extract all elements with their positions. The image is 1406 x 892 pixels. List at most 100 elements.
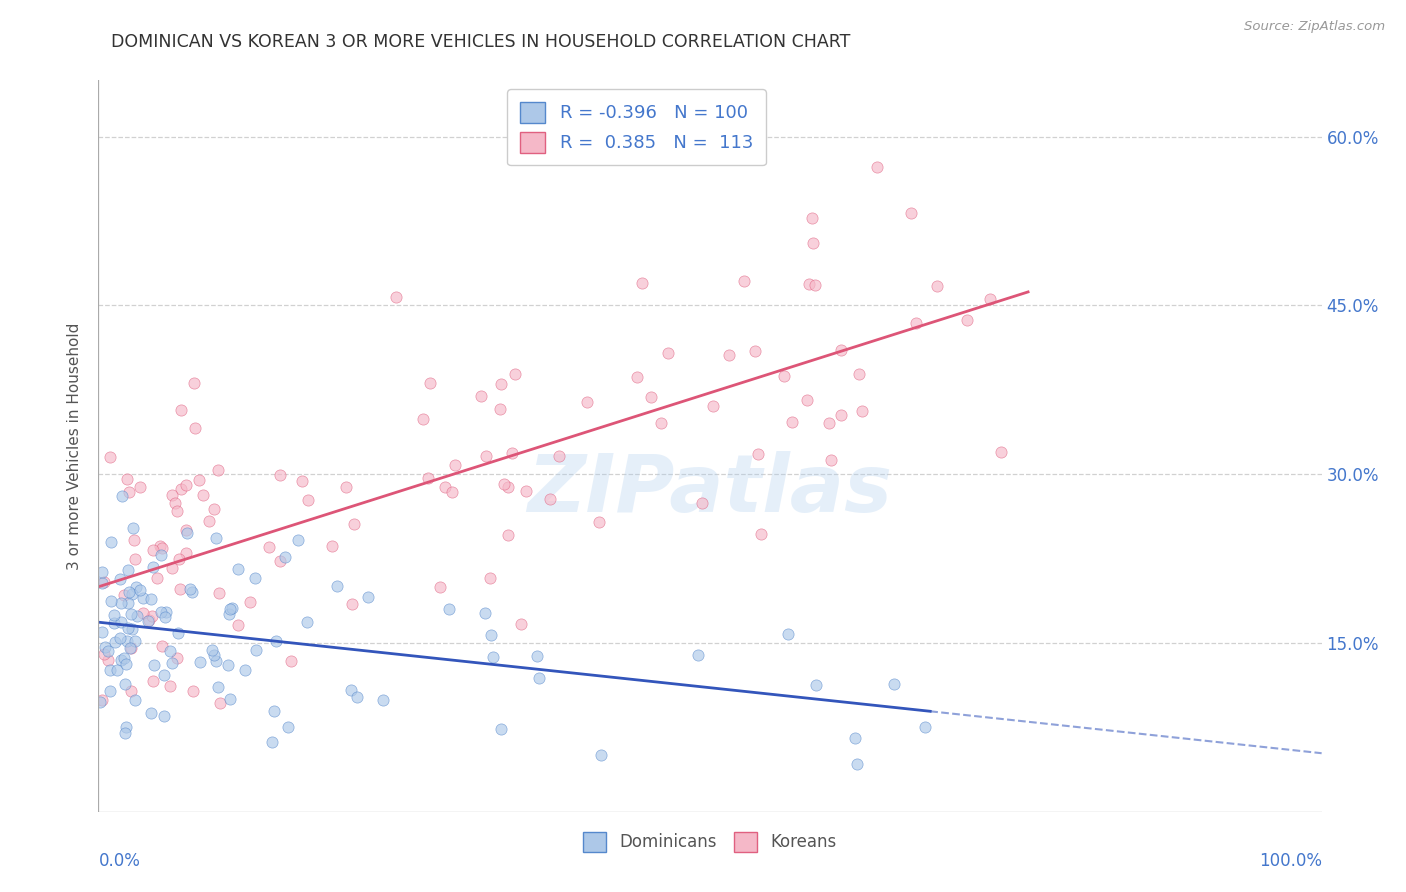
Point <box>228 618 250 632</box>
Point <box>150 541 173 555</box>
Point <box>219 602 242 616</box>
Point <box>744 344 766 359</box>
Point <box>747 447 769 461</box>
Point <box>152 708 174 723</box>
Point <box>257 540 280 554</box>
Point <box>280 654 302 668</box>
Point <box>183 376 205 390</box>
Point <box>104 634 127 648</box>
Point <box>121 586 143 600</box>
Point <box>114 651 136 665</box>
Point <box>146 571 169 585</box>
Text: 100.0%: 100.0% <box>1258 852 1322 870</box>
Point <box>830 343 852 357</box>
Point <box>155 605 177 619</box>
Text: DOMINICAN VS KOREAN 3 OR MORE VEHICLES IN HOUSEHOLD CORRELATION CHART: DOMINICAN VS KOREAN 3 OR MORE VEHICLES I… <box>111 33 851 51</box>
Point <box>287 533 309 547</box>
Point <box>444 458 467 472</box>
Point <box>796 393 818 408</box>
Point <box>118 585 141 599</box>
Point <box>489 376 512 391</box>
Point <box>238 595 260 609</box>
Point <box>385 290 408 304</box>
Point <box>174 546 197 560</box>
Point <box>804 277 827 292</box>
Point <box>167 552 190 566</box>
Point <box>346 690 368 705</box>
Point <box>98 664 121 678</box>
Point <box>800 211 823 225</box>
Point <box>114 720 136 734</box>
Point <box>201 643 224 657</box>
Point <box>749 527 772 541</box>
Point <box>165 496 187 510</box>
Point <box>117 563 139 577</box>
Point <box>846 757 869 772</box>
Point <box>110 652 132 666</box>
Point <box>202 502 225 516</box>
Point <box>90 565 112 579</box>
Point <box>159 679 181 693</box>
Point <box>434 479 457 493</box>
Point <box>217 657 239 672</box>
Y-axis label: 3 or more Vehicles in Household: 3 or more Vehicles in Household <box>67 322 83 570</box>
Point <box>441 485 464 500</box>
Point <box>105 663 128 677</box>
Point <box>124 634 146 648</box>
Point <box>820 452 842 467</box>
Point <box>264 633 287 648</box>
Point <box>419 376 441 391</box>
Point <box>153 609 176 624</box>
Point <box>100 534 122 549</box>
Point <box>547 449 569 463</box>
Point <box>139 706 162 720</box>
Point <box>98 450 121 464</box>
Point <box>277 720 299 734</box>
Point <box>437 601 460 615</box>
Point <box>588 515 610 529</box>
Point <box>925 279 948 293</box>
Point <box>295 615 318 629</box>
Point <box>103 607 125 622</box>
Point <box>657 345 679 359</box>
Point <box>478 571 501 585</box>
Point <box>98 684 121 698</box>
Point <box>733 274 755 288</box>
Point <box>179 582 201 596</box>
Point <box>160 561 183 575</box>
Point <box>538 491 561 506</box>
Point <box>120 607 142 621</box>
Point <box>160 488 183 502</box>
Point <box>91 624 114 639</box>
Point <box>797 277 820 291</box>
Point <box>905 316 928 330</box>
Point <box>479 627 502 641</box>
Point <box>340 597 363 611</box>
Point <box>848 368 870 382</box>
Point <box>170 402 193 417</box>
Point <box>128 480 150 494</box>
Point <box>326 579 349 593</box>
Point <box>207 463 229 477</box>
Point <box>475 449 498 463</box>
Point <box>509 617 531 632</box>
Point <box>190 656 212 670</box>
Point <box>120 640 142 655</box>
Point <box>218 692 240 706</box>
Point <box>120 683 142 698</box>
Point <box>118 485 141 500</box>
Point <box>129 582 152 597</box>
Point <box>90 693 112 707</box>
Point <box>181 684 204 698</box>
Point <box>631 276 654 290</box>
Point <box>166 504 188 518</box>
Point <box>702 399 724 413</box>
Point <box>124 693 146 707</box>
Point <box>204 531 226 545</box>
Point <box>174 477 197 491</box>
Point <box>496 480 519 494</box>
Point <box>851 403 873 417</box>
Point <box>844 731 866 745</box>
Point <box>501 446 523 460</box>
Point <box>263 705 285 719</box>
